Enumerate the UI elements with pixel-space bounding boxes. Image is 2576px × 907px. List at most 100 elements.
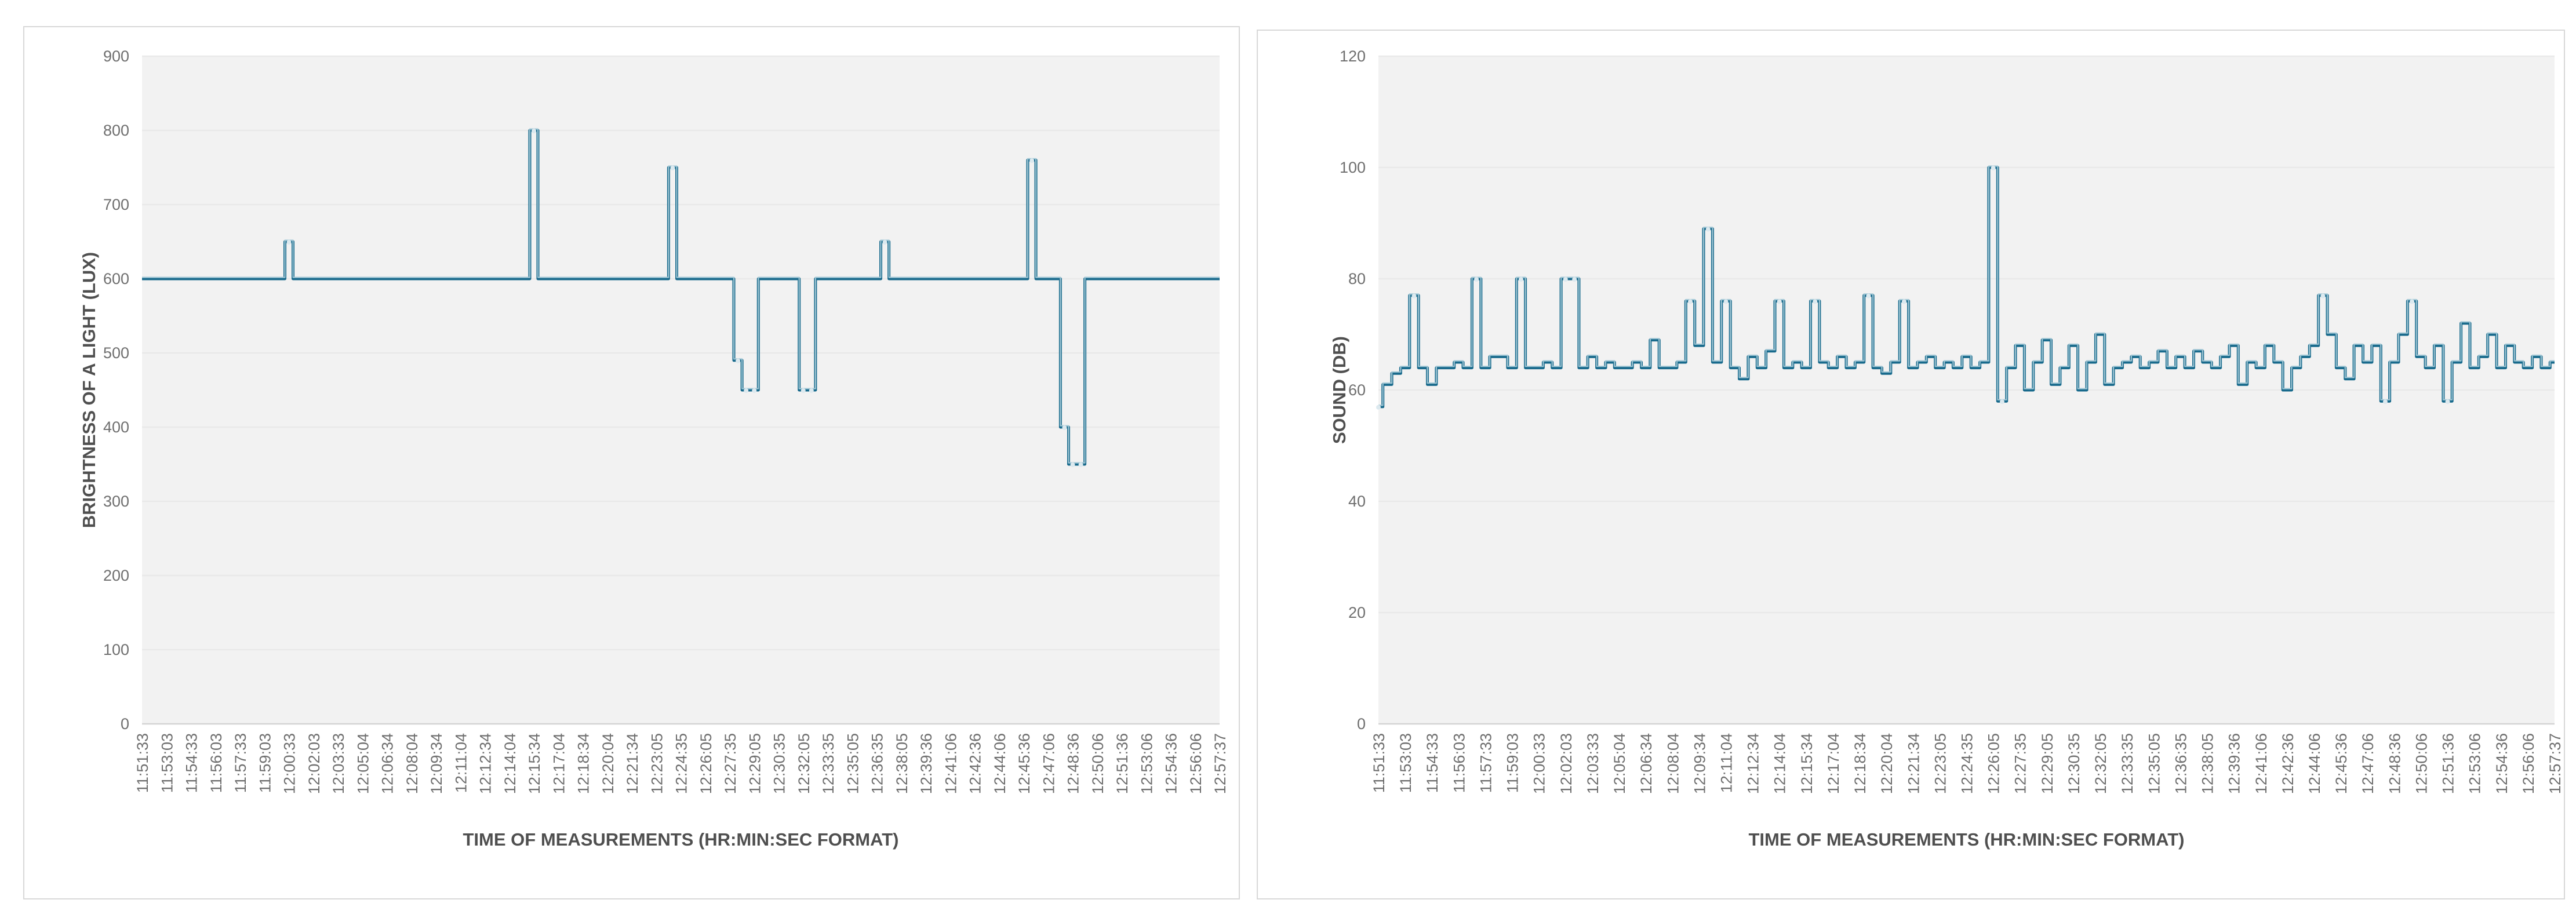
x-tick-label: 12:50:06 xyxy=(2413,733,2430,794)
data-point-marker xyxy=(1062,425,1067,430)
x-tick-label: 12:08:04 xyxy=(403,733,421,794)
y-tick-label: 0 xyxy=(1357,715,1366,733)
x-tick-label: 12:30:35 xyxy=(771,733,788,794)
x-tick-label: 12:54:36 xyxy=(2493,733,2510,794)
x-tick-label: 11:51:33 xyxy=(134,733,151,793)
x-tick-label: 12:05:04 xyxy=(354,733,372,794)
y-tick-label: 40 xyxy=(1348,493,1366,510)
x-tick-label: 11:53:03 xyxy=(1397,733,1414,793)
data-point-marker xyxy=(1901,299,1906,304)
plot-area[interactable] xyxy=(142,56,1220,724)
data-point-marker xyxy=(1705,227,1711,232)
x-tick-label: 11:59:03 xyxy=(256,733,274,793)
x-tick-label: 12:48:36 xyxy=(2386,733,2403,794)
x-tick-label: 12:44:06 xyxy=(2306,733,2323,794)
x-tick-label: 12:15:34 xyxy=(526,733,543,794)
y-tick-label: 700 xyxy=(103,196,129,213)
x-tick-label: 12:27:35 xyxy=(722,733,739,794)
x-tick-label: 12:29:05 xyxy=(2039,733,2056,794)
x-tick-label: 12:47:06 xyxy=(2359,733,2377,794)
x-tick-label: 12:42:36 xyxy=(967,733,984,794)
y-tick-label: 200 xyxy=(103,567,129,584)
x-tick-label: 12:51:36 xyxy=(2440,733,2457,794)
x-tick-label: 12:02:03 xyxy=(305,733,323,794)
x-tick-label: 12:47:06 xyxy=(1040,733,1057,794)
x-tick-label: 12:23:05 xyxy=(648,733,665,794)
x-tick-label: 11:53:03 xyxy=(158,733,176,793)
x-tick-label: 12:15:34 xyxy=(1798,733,1815,794)
data-point-marker xyxy=(1078,462,1083,467)
data-point-marker xyxy=(2410,299,2415,304)
x-tick-label: 12:09:34 xyxy=(428,733,445,794)
data-point-marker xyxy=(882,240,887,245)
x-tick-label: 12:03:33 xyxy=(1584,733,1602,794)
x-axis-labels: 11:51:33 11:53:03 11:54:33 11:56:03 11:57:33… xyxy=(134,733,1229,794)
sound-x-axis-title: TIME OF MEASUREMENTS (HR:MIN:SEC FORMAT) xyxy=(1748,829,2185,850)
x-tick-label: 12:17:04 xyxy=(1825,733,1842,794)
x-tick-label: 12:33:35 xyxy=(2119,733,2136,794)
x-tick-label: 12:06:34 xyxy=(1638,733,1655,794)
y-tick-label: 400 xyxy=(103,418,129,436)
x-tick-label: 12:51:36 xyxy=(1114,733,1131,794)
x-tick-label: 11:57:33 xyxy=(232,733,249,793)
x-tick-label: 12:38:05 xyxy=(893,733,911,794)
data-point-marker xyxy=(736,358,741,363)
y-tick-label: 0 xyxy=(121,715,129,733)
x-tick-label: 12:54:36 xyxy=(1163,733,1180,794)
x-tick-label: 12:26:05 xyxy=(697,733,715,794)
data-point-marker xyxy=(1563,277,1568,282)
y-tick-label: 500 xyxy=(103,344,129,362)
data-point-markers xyxy=(286,129,1083,467)
series-line-highlight xyxy=(1378,165,2555,406)
x-tick-label: 11:54:33 xyxy=(183,733,201,793)
x-tick-label: 12:44:06 xyxy=(991,733,1009,794)
x-tick-label: 12:45:36 xyxy=(1016,733,1033,794)
data-point-marker xyxy=(1999,399,2004,405)
data-point-marker xyxy=(1029,158,1035,163)
series-line-highlight xyxy=(142,128,1220,464)
x-tick-label: 12:32:05 xyxy=(2092,733,2109,794)
y-tick-label: 300 xyxy=(103,493,129,510)
data-point-marker xyxy=(532,129,536,133)
brightness-chart-card: 0 100 200 300 400 500 600 700 800 900 11:51:33 11:5… xyxy=(23,26,1240,899)
data-point-marker xyxy=(1070,462,1075,467)
x-tick-label: 12:23:05 xyxy=(1931,733,1949,794)
data-point-marker xyxy=(670,166,675,170)
x-tick-label: 12:00:33 xyxy=(1531,733,1548,794)
x-tick-label: 12:21:34 xyxy=(624,733,641,794)
data-point-marker xyxy=(1474,277,1479,282)
y-tick-label: 60 xyxy=(1348,381,1366,399)
x-tick-label: 12:39:36 xyxy=(2226,733,2243,794)
data-point-marker xyxy=(2320,293,2326,298)
x-tick-label: 12:21:34 xyxy=(1905,733,1922,794)
data-point-marker xyxy=(1866,293,1871,298)
x-tick-label: 12:20:04 xyxy=(1878,733,1895,794)
x-tick-label: 12:27:35 xyxy=(2012,733,2029,794)
x-tick-label: 11:57:33 xyxy=(1477,733,1494,793)
x-tick-label: 12:35:05 xyxy=(2145,733,2163,794)
x-tick-label: 12:24:35 xyxy=(1959,733,1976,794)
data-point-markers xyxy=(1376,166,2450,410)
y-tick-label: 100 xyxy=(103,641,129,658)
data-point-marker xyxy=(1518,277,1523,282)
data-point-marker xyxy=(1411,293,1417,298)
data-point-marker xyxy=(1376,405,1381,410)
x-tick-label: 12:30:35 xyxy=(2065,733,2083,794)
x-tick-label: 12:11:04 xyxy=(1718,733,1735,793)
series-line[interactable] xyxy=(142,129,1220,466)
data-point-marker xyxy=(2445,399,2450,405)
x-tick-label: 12:42:36 xyxy=(2279,733,2297,794)
x-tick-label: 12:17:04 xyxy=(550,733,567,794)
x-tick-label: 12:45:36 xyxy=(2333,733,2350,794)
x-tick-label: 12:12:34 xyxy=(477,733,494,794)
y-tick-label: 80 xyxy=(1348,270,1366,287)
x-tick-label: 12:09:34 xyxy=(1691,733,1708,794)
brightness-x-axis-title: TIME OF MEASUREMENTS (HR:MIN:SEC FORMAT) xyxy=(463,829,899,850)
x-axis-labels: 11:51:33 11:53:03 11:54:33 11:56:03 11:57:33… xyxy=(1370,733,2564,794)
x-tick-label: 12:05:04 xyxy=(1611,733,1628,794)
data-point-marker xyxy=(1777,299,1782,304)
x-tick-label: 12:35:05 xyxy=(844,733,861,794)
